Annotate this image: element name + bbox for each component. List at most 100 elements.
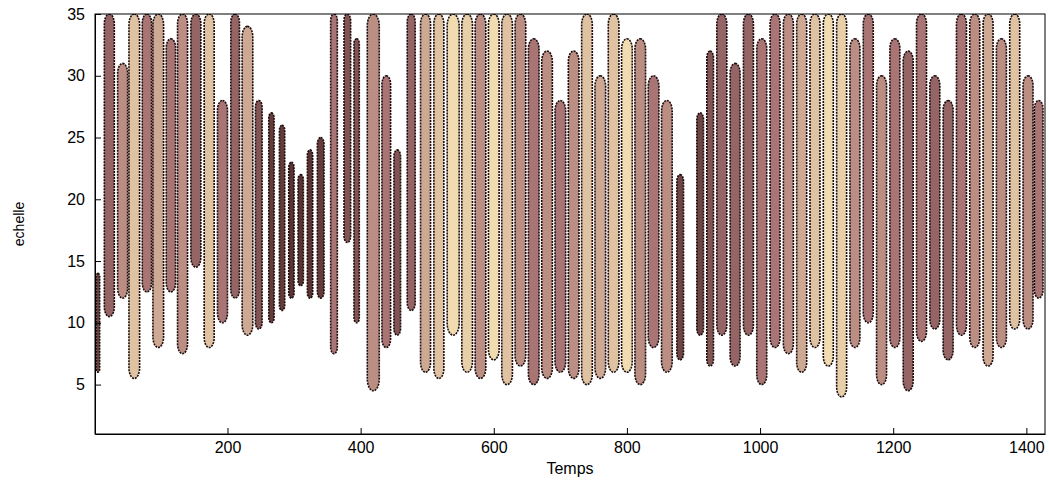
- x-axis-title: Temps: [546, 460, 593, 477]
- ridge: [462, 14, 473, 372]
- y-tick: 25: [67, 129, 101, 146]
- x-tick-label: 1400: [1009, 439, 1045, 456]
- y-tick-mark: [95, 261, 101, 262]
- ridge: [823, 14, 833, 366]
- ridge: [502, 14, 513, 385]
- ridge: [344, 14, 351, 243]
- x-tick-label: 1200: [876, 439, 912, 456]
- ridge: [555, 100, 566, 372]
- ridge: [608, 14, 619, 372]
- y-tick: 5: [76, 376, 101, 393]
- ridge: [204, 14, 214, 348]
- x-tick: 400: [348, 428, 375, 456]
- ridge: [421, 14, 431, 372]
- x-tick-label: 1000: [743, 439, 779, 456]
- x-tick-label: 600: [481, 439, 508, 456]
- ridge: [648, 76, 659, 348]
- x-tick: 1400: [1009, 428, 1045, 456]
- y-tick: 20: [67, 191, 101, 208]
- y-tick-mark: [95, 199, 101, 200]
- y-tick-label: 35: [67, 6, 85, 23]
- ridge: [217, 100, 227, 322]
- y-tick-mark: [95, 138, 101, 139]
- x-tick-mark: [227, 428, 228, 434]
- x-tick-mark: [627, 428, 628, 434]
- ridge: [515, 14, 526, 366]
- ridge: [488, 14, 499, 360]
- x-tick: 800: [614, 428, 641, 456]
- ridge: [191, 14, 201, 267]
- ridge: [447, 14, 459, 335]
- ridge: [717, 14, 727, 335]
- x-axis: 200 400 600 800 1000 1200 1400: [96, 428, 1046, 456]
- ridge: [104, 14, 114, 317]
- y-tick-mark: [95, 14, 101, 15]
- ridge: [1010, 14, 1020, 329]
- ridge: [166, 39, 175, 292]
- x-tick-mark: [893, 428, 894, 434]
- y-tick-mark: [95, 323, 101, 324]
- ridge: [382, 76, 391, 348]
- ridge: [743, 14, 753, 335]
- ridge: [863, 14, 873, 323]
- ridge: [890, 39, 900, 348]
- ridge: [1023, 76, 1033, 329]
- x-tick: 1200: [876, 428, 912, 456]
- ridge: [877, 76, 887, 385]
- ridge: [837, 14, 847, 397]
- ridge: [129, 14, 140, 378]
- ridge: [354, 39, 359, 323]
- ridge: [635, 39, 646, 385]
- ridge: [568, 51, 579, 378]
- y-tick-label: 20: [67, 191, 85, 208]
- ridge: [707, 51, 714, 366]
- x-tick-mark: [494, 428, 495, 434]
- frame: [95, 14, 1045, 434]
- y-axis: 5 10 15 20 25 30 35: [67, 6, 101, 435]
- y-tick-mark: [95, 76, 101, 77]
- plot: 200 400 600 800 1000 1200 1400 5 10 15 20 25 30 35: [67, 6, 1045, 457]
- ridge: [996, 39, 1006, 348]
- ridge: [850, 39, 860, 348]
- ridge: [434, 14, 444, 378]
- y-tick-label: 5: [76, 376, 85, 393]
- ridge: [317, 138, 324, 299]
- ridge: [231, 14, 240, 298]
- ridge: [528, 39, 539, 385]
- ridge: [307, 150, 312, 298]
- x-tick: 200: [215, 428, 242, 456]
- x-tick-mark: [361, 428, 362, 434]
- ridge: [582, 14, 593, 385]
- x-tick: 1000: [743, 428, 779, 456]
- ridge: [289, 162, 294, 298]
- y-tick: 30: [67, 67, 101, 84]
- ridge: [475, 14, 486, 378]
- y-tick: 15: [67, 253, 101, 270]
- ridge: [697, 113, 704, 335]
- y-tick-mark: [95, 385, 101, 386]
- ridge: [542, 51, 553, 378]
- ridge: [970, 14, 980, 348]
- x-tick-label: 200: [215, 439, 242, 456]
- ridge: [983, 14, 993, 366]
- ridge: [677, 175, 684, 360]
- y-tick-label: 15: [67, 253, 85, 270]
- ridge: [367, 14, 379, 391]
- ridges: [96, 14, 1043, 397]
- ridge: [118, 63, 128, 298]
- ridge: [757, 39, 767, 385]
- ridge: [662, 100, 673, 372]
- x-tick-label: 400: [348, 439, 375, 456]
- x-tick-mark: [1026, 428, 1027, 434]
- x-axis-line: [96, 434, 1046, 435]
- x-tick-label: 800: [614, 439, 641, 456]
- ridge: [394, 150, 401, 335]
- ridge: [917, 14, 927, 341]
- y-tick: 10: [67, 314, 101, 331]
- ridge: [255, 100, 262, 329]
- ridge: [770, 14, 780, 348]
- ridge: [153, 14, 164, 348]
- ridge: [930, 76, 940, 329]
- ridge: [783, 14, 793, 354]
- ridge: [269, 113, 274, 323]
